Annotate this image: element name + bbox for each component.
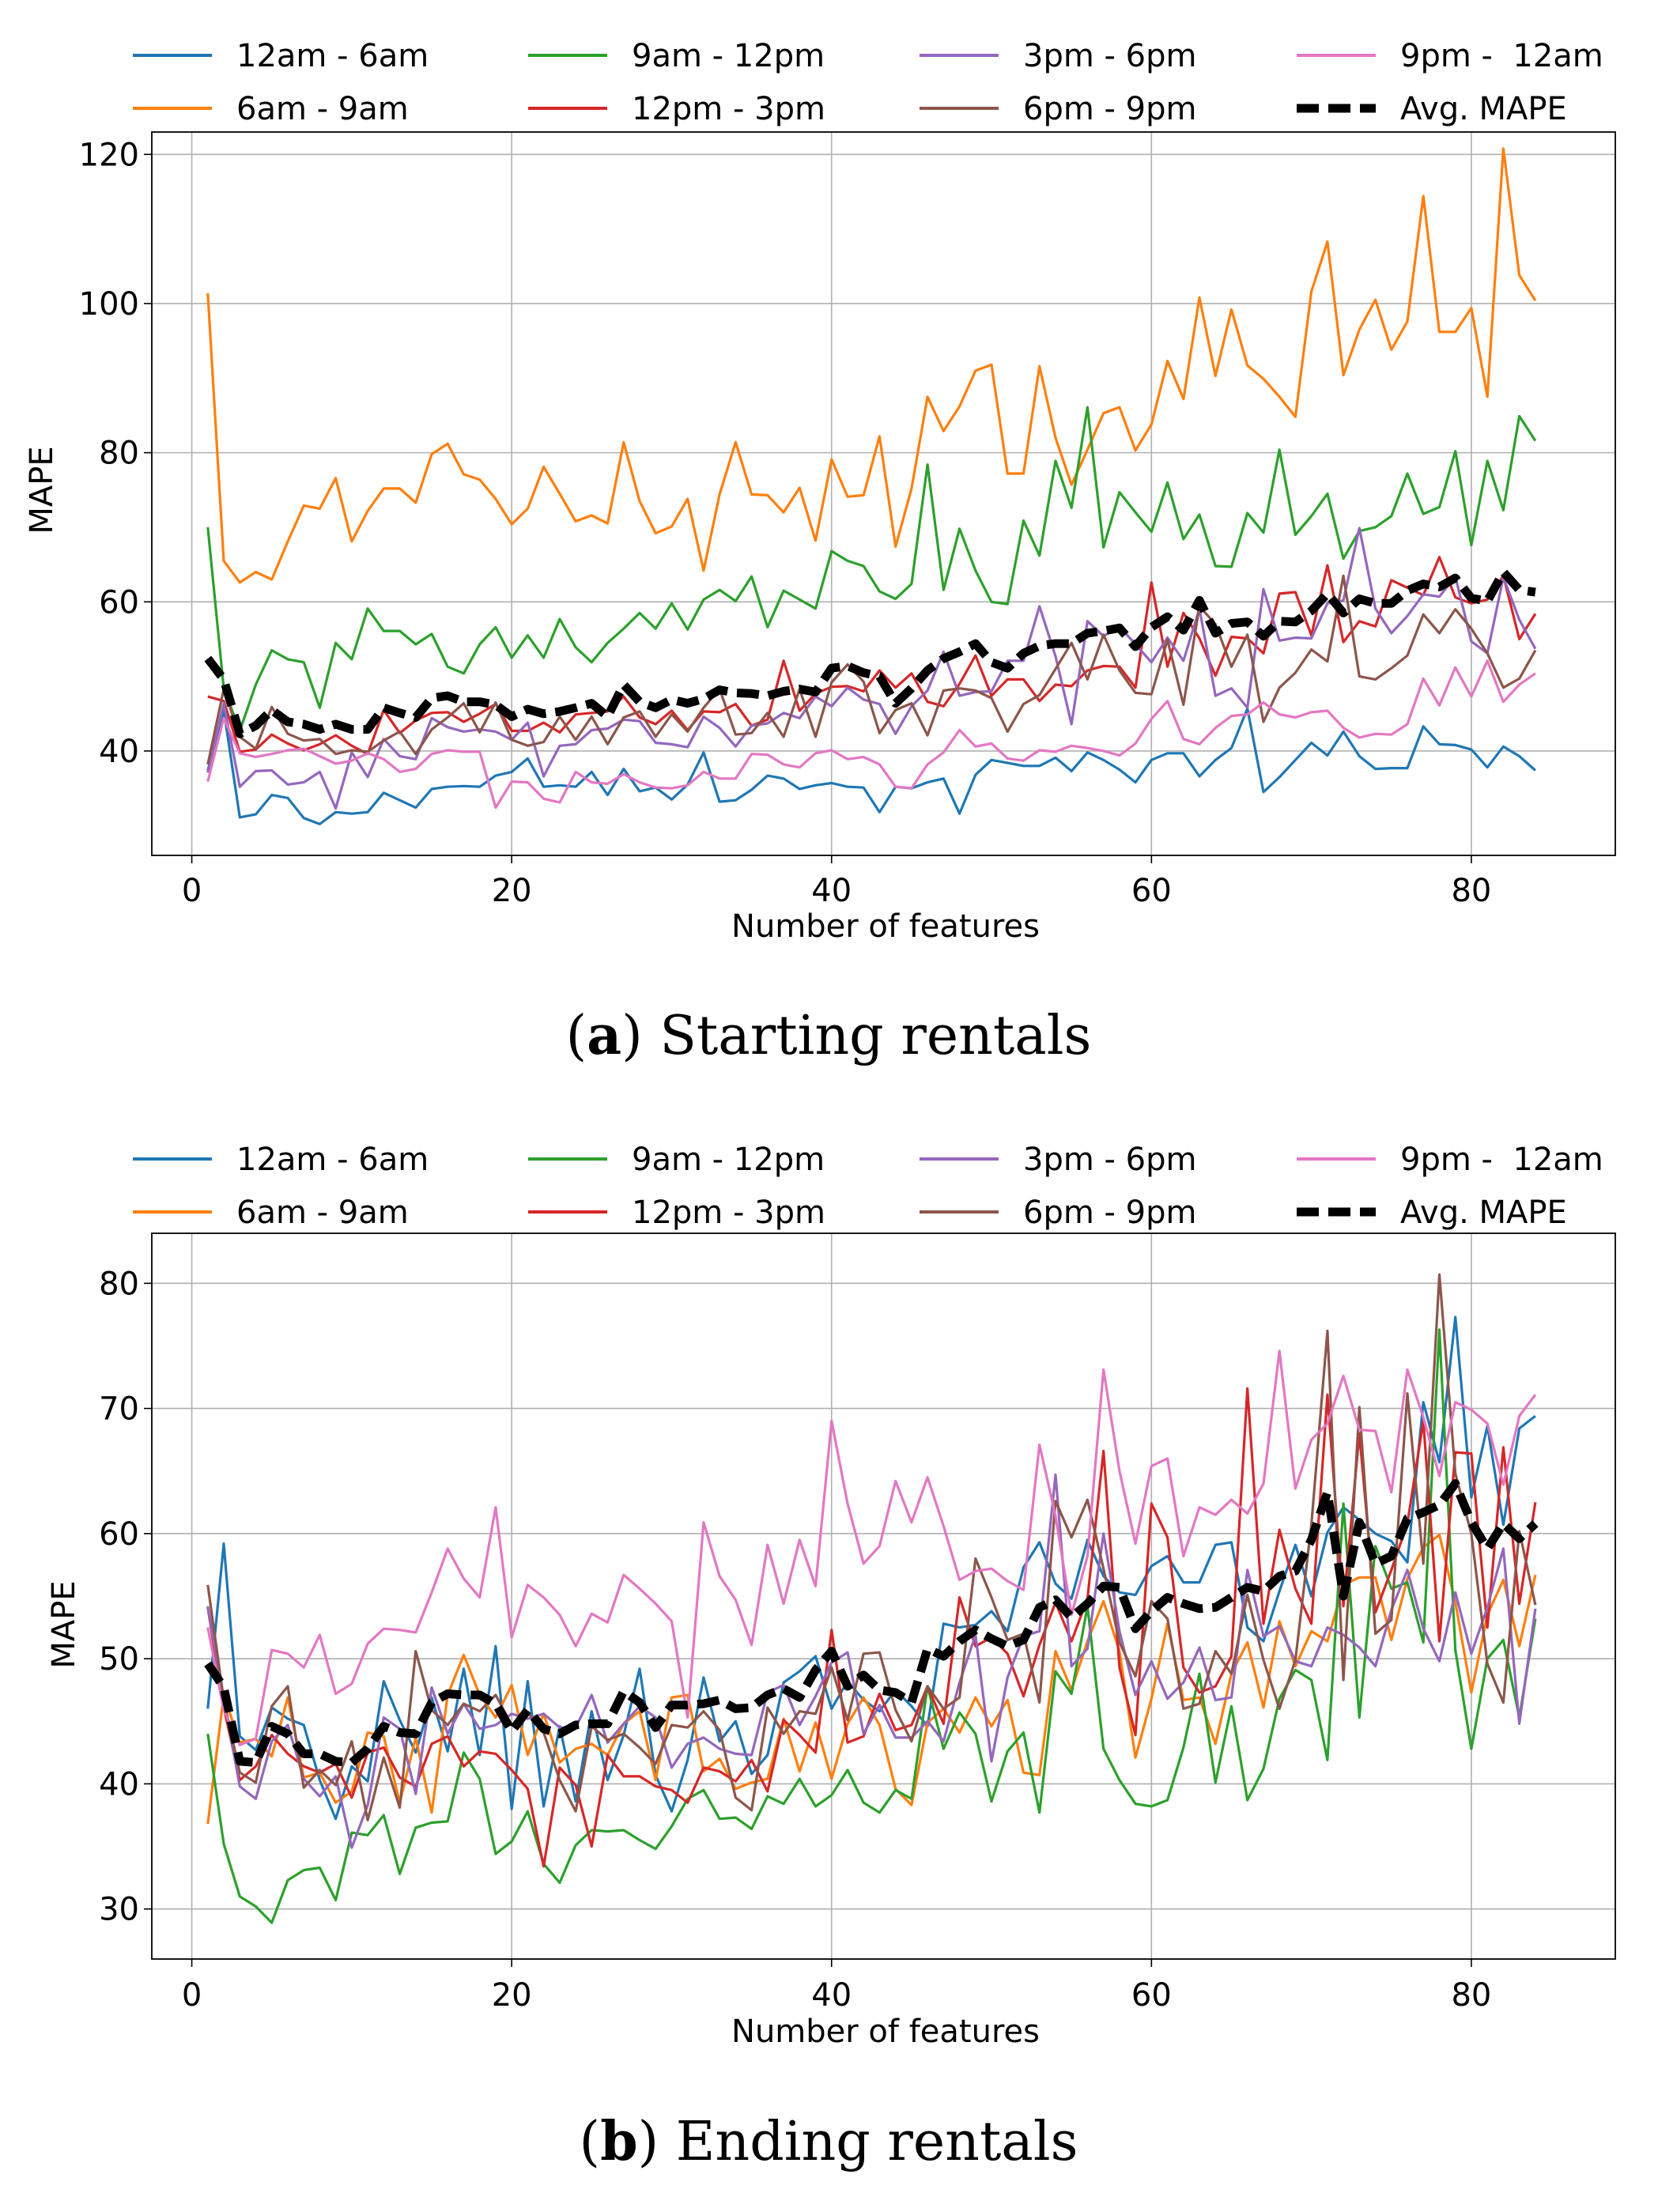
series-line-6am-9am [206, 147, 1537, 584]
legend-label: 12am - 6am [236, 38, 429, 74]
plot-a: 0 20 40 60 80 40 60 80 100 120 [79, 131, 1616, 909]
x-tick-label: 20 [492, 873, 532, 909]
legend-label: Avg. MAPE [1400, 1195, 1567, 1231]
series-line-6am-9am [206, 1533, 1537, 1825]
panel-b: 12am - 6am 6am - 9am 9am - 12pm 12pm - 3pm 3… [46, 1142, 1616, 2173]
caption-a-open: ( [566, 1005, 587, 1067]
legend-label: 9pm - 12am [1400, 38, 1603, 74]
legend-label: 9pm - 12am [1400, 1142, 1603, 1178]
x-tick-label: 0 [182, 873, 202, 909]
series-line-9pm-12am [206, 659, 1536, 810]
caption-b-text: ) Ending rentals [638, 2111, 1078, 2173]
legend-b: 12am - 6am 6am - 9am 9am - 12pm 12pm - 3pm 3… [133, 1142, 1603, 1231]
y-axis-label-a: MAPE [24, 446, 60, 534]
series-line-avg-mape [204, 1479, 1539, 1767]
y-tick-label: 70 [99, 1391, 139, 1428]
legend-label: 6pm - 9pm [1023, 91, 1196, 127]
caption-b-open: ( [580, 2111, 601, 2173]
x-tick-label: 60 [1131, 873, 1172, 909]
x-tick-label: 80 [1451, 873, 1491, 909]
caption-a: (a) Starting rentals [566, 1004, 1092, 1067]
x-tick-label: 80 [1451, 1977, 1491, 2014]
series-line-9am-12pm [206, 1328, 1537, 1924]
series-line-9pm-12am [206, 1349, 1537, 1746]
caption-a-text: ) Starting rentals [621, 1005, 1091, 1067]
plot-frame-a [151, 131, 1616, 856]
series-line-9am-12pm [206, 406, 1537, 733]
x-tick-label: 40 [811, 873, 852, 909]
x-axis-label-b: Number of features [731, 2014, 1040, 2050]
legend-label: 12pm - 3pm [632, 1195, 825, 1231]
y-tick-label: 30 [99, 1892, 139, 1928]
y-tick-label: 100 [79, 286, 139, 323]
caption-b: (b) Ending rentals [580, 2110, 1078, 2173]
series-line-3pm-6pm [206, 527, 1537, 810]
legend-label: 12pm - 3pm [632, 91, 825, 127]
caption-b-letter: b [600, 2110, 638, 2173]
legend-label: 12am - 6am [236, 1142, 429, 1178]
y-tick-label: 40 [99, 1766, 139, 1802]
caption-a-letter: a [587, 1004, 621, 1067]
x-tick-label: 60 [1131, 1977, 1172, 2014]
ticks-b: 0 20 40 60 80 30 40 50 60 70 80 [99, 1266, 1491, 2014]
y-tick-label: 40 [99, 734, 139, 770]
y-tick-label: 80 [99, 1266, 139, 1302]
x-tick-label: 40 [811, 1977, 852, 2014]
series-a [204, 147, 1537, 826]
series-line-6pm-9pm [206, 574, 1537, 765]
legend-a: 12am - 6am 6am - 9am 9am - 12pm 12pm - 3pm 3… [133, 38, 1603, 127]
y-tick-label: 80 [99, 436, 139, 472]
legend-label: 9am - 12pm [632, 1142, 825, 1178]
legend-label: 3pm - 6pm [1023, 38, 1196, 74]
legend-label: 9am - 12pm [632, 38, 825, 74]
legend-label: Avg. MAPE [1400, 91, 1567, 127]
legend-label: 6pm - 9pm [1023, 1195, 1196, 1231]
y-tick-label: 60 [99, 584, 139, 621]
series-line-avg-mape [204, 568, 1536, 738]
series-line-12pm-3pm [206, 1387, 1537, 1868]
legend-label: 3pm - 6pm [1023, 1142, 1196, 1178]
y-tick-label: 50 [99, 1641, 139, 1678]
y-axis-label-b: MAPE [46, 1580, 82, 1668]
plot-b: 0 20 40 60 80 30 40 50 60 70 80 [99, 1232, 1616, 2014]
y-tick-label: 120 [79, 137, 139, 173]
series-line-12pm-3pm [207, 556, 1537, 756]
series-b [204, 1273, 1539, 1924]
series-line-12am-6am [206, 707, 1536, 826]
x-axis-label-a: Number of features [731, 908, 1040, 945]
y-tick-label: 60 [99, 1516, 139, 1553]
ticks-a: 0 20 40 60 80 40 60 80 100 120 [79, 137, 1492, 909]
plot-frame-b [151, 1232, 1616, 1960]
legend-label: 6am - 9am [236, 1195, 409, 1231]
panel-a: 12am - 6am 6am - 9am 9am - 12pm 12pm - 3pm 3… [24, 38, 1616, 1067]
x-tick-label: 20 [492, 1977, 532, 2014]
legend-label: 6am - 9am [236, 91, 409, 127]
x-tick-label: 0 [182, 1977, 202, 2014]
